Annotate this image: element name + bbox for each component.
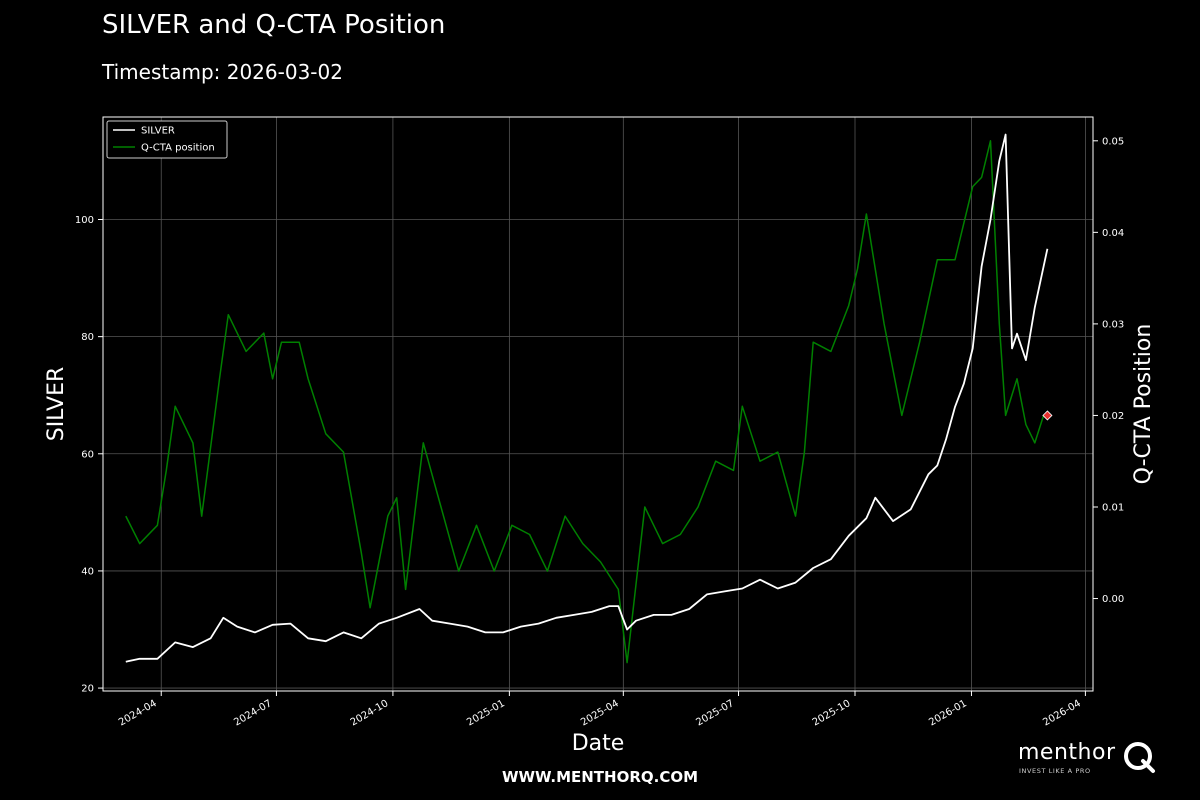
y-tick-label: 60	[81, 449, 94, 460]
y-axis-ticks-right: 0.00 0.01 0.02 0.03 0.04 0.05	[1093, 136, 1124, 605]
brand-logo: menthor INVEST LIKE A PRO	[1018, 740, 1158, 780]
cta-position-line	[125, 140, 1048, 664]
x-tick-label: 2025-04	[579, 698, 621, 728]
y2-axis-label: Q-CTA Position	[1131, 324, 1156, 485]
latest-position-marker	[1042, 410, 1053, 421]
q-logo-icon	[1124, 742, 1155, 773]
plot-frame	[102, 116, 1094, 692]
y2-tick-label: 0.01	[1102, 502, 1124, 513]
y-tick-label: 40	[81, 566, 94, 577]
silver-series-group	[125, 133, 1049, 663]
legend-box	[106, 120, 228, 159]
y2-tick-label: 0.02	[1102, 411, 1124, 422]
cta-series-group	[125, 140, 1048, 664]
marker-group	[1042, 410, 1053, 421]
y2-tick-label: 0.04	[1102, 228, 1124, 239]
grid-lines	[103, 117, 1093, 691]
chart-title: SILVER and Q-CTA Position	[102, 10, 446, 40]
x-tick-label: 2025-07	[694, 698, 736, 728]
y-axis-ticks-left: 20 40 60 80 100	[75, 215, 103, 695]
y-tick-label: 20	[81, 684, 94, 695]
legend: SILVER Q-CTA position	[106, 120, 228, 159]
legend-label-cta: Q-CTA position	[141, 143, 215, 154]
y2-tick-label: 0.03	[1102, 319, 1124, 330]
brand-tagline: INVEST LIKE A PRO	[1019, 767, 1091, 775]
x-tick-label: 2025-10	[811, 698, 853, 728]
y2-tick-label: 0.05	[1102, 136, 1124, 147]
y-axis-label: SILVER	[44, 367, 69, 442]
x-tick-label: 2026-01	[927, 698, 969, 728]
x-tick-label: 2024-04	[117, 698, 159, 728]
footer-website: WWW.MENTHORQ.COM	[501, 768, 699, 786]
y2-tick-label: 0.00	[1102, 594, 1124, 605]
x-tick-label: 2024-07	[232, 698, 274, 728]
x-tick-label: 2025-01	[465, 698, 507, 728]
x-axis-ticks: 2024-04 2024-07 2024-10 2025-01 2025-04 2025-…	[117, 691, 1086, 728]
brand-name: menthor	[1018, 740, 1116, 765]
silver-line	[125, 133, 1049, 663]
y-tick-label: 100	[75, 215, 94, 226]
x-axis-label: Date	[572, 731, 625, 756]
chart-subtitle: Timestamp: 2026-03-02	[102, 60, 343, 84]
x-tick-label: 2024-10	[349, 698, 391, 728]
y-tick-label: 80	[81, 332, 94, 343]
legend-label-silver: SILVER	[141, 126, 175, 137]
x-tick-label: 2026-04	[1041, 698, 1083, 728]
